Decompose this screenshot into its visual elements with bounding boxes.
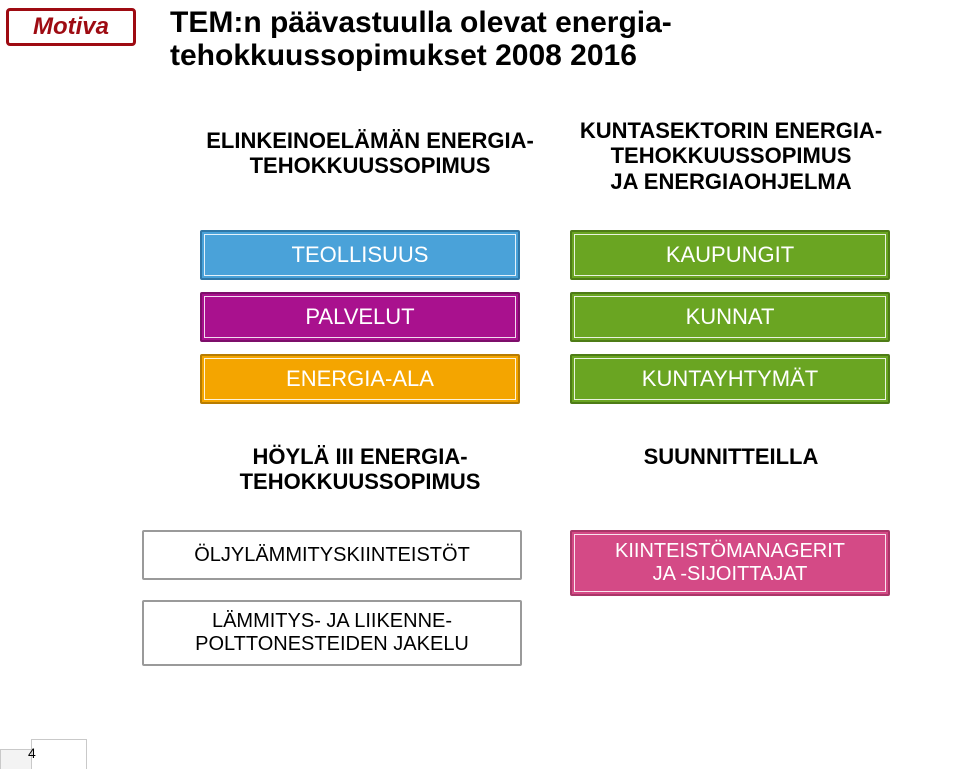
section2-right-heading: SUUNNITTEILLA [556,444,906,469]
page-number: 4 [28,745,36,761]
box-lammitys-line2: POLTTONESTEIDEN JAKELU [195,633,469,656]
page-title: TEM:n päävastuulla olevat energia- tehok… [170,6,672,72]
left-heading-line2: TEHOKKUUSSOPIMUS [170,153,570,178]
left-heading-line1: ELINKEINOELÄMÄN ENERGIA- [170,128,570,153]
box-oljylammityskiinteistot: ÖLJYLÄMMITYSKIINTEISTÖT [142,530,522,580]
right-heading-line2: TEHOKKUUSSOPIMUS [556,143,906,168]
box-kuntayhtymat: KUNTAYHTYMÄT [570,354,890,404]
box-energia-ala: ENERGIA-ALA [200,354,520,404]
box-kuntayhtymat-label: KUNTAYHTYMÄT [642,366,818,392]
box-teollisuus-label: TEOLLISUUS [292,242,429,268]
box-kunnat: KUNNAT [570,292,890,342]
box-energia-ala-label: ENERGIA-ALA [286,366,434,392]
box-palvelut: PALVELUT [200,292,520,342]
logo-text: Motiva [33,13,109,41]
box-oljylammityskiinteistot-label: ÖLJYLÄMMITYSKIINTEISTÖT [194,544,470,567]
box-lammitys-line1: LÄMMITYS- JA LIIKENNE- [195,610,469,633]
title-line2: tehokkuussopimukset 2008 2016 [170,39,672,72]
section2-left-heading: HÖYLÄ III ENERGIA- TEHOKKUUSSOPIMUS [170,444,550,495]
left-column-heading: ELINKEINOELÄMÄN ENERGIA- TEHOKKUUSSOPIMU… [170,128,570,179]
footer-tab-front [31,739,87,769]
box-kiinteistomanagerit-line1: KIINTEISTÖMANAGERIT [615,540,845,563]
section2-right-heading-text: SUUNNITTEILLA [644,444,819,469]
section2-left-heading-line1: HÖYLÄ III ENERGIA- [170,444,550,469]
right-heading-line1: KUNTASEKTORIN ENERGIA- [556,118,906,143]
box-palvelut-label: PALVELUT [305,304,414,330]
box-kaupungit-label: KAUPUNGIT [666,242,794,268]
right-heading-line3: JA ENERGIAOHJELMA [556,169,906,194]
footer-tabs [0,739,86,769]
right-column-heading: KUNTASEKTORIN ENERGIA- TEHOKKUUSSOPIMUS … [556,118,906,194]
motiva-logo: Motiva [6,8,136,46]
box-kiinteistomanagerit: KIINTEISTÖMANAGERIT JA -SIJOITTAJAT [570,530,890,596]
box-kaupungit: KAUPUNGIT [570,230,890,280]
title-line1: TEM:n päävastuulla olevat energia- [170,6,672,39]
box-kunnat-label: KUNNAT [686,304,775,330]
section2-left-heading-line2: TEHOKKUUSSOPIMUS [170,469,550,494]
box-kiinteistomanagerit-line2: JA -SIJOITTAJAT [615,563,845,586]
box-lammitys-liikenne: LÄMMITYS- JA LIIKENNE- POLTTONESTEIDEN J… [142,600,522,666]
box-teollisuus: TEOLLISUUS [200,230,520,280]
